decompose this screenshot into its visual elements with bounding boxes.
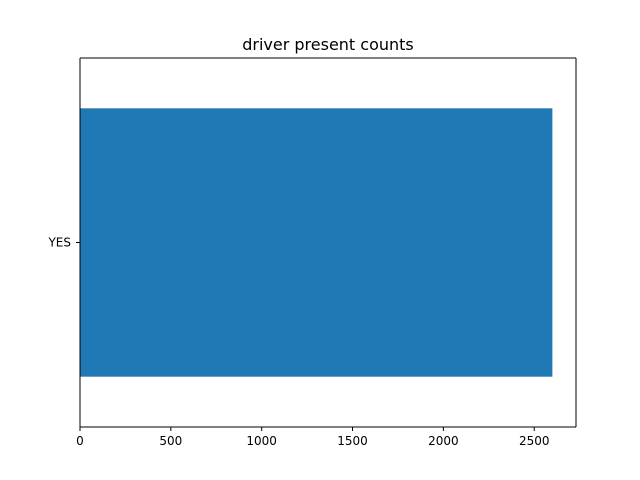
- x-tick-label: 2000: [428, 434, 459, 448]
- y-tick-label: YES: [47, 236, 71, 250]
- y-axis-ticks: YES: [47, 236, 80, 250]
- x-tick-label: 2500: [519, 434, 550, 448]
- x-tick-label: 500: [159, 434, 182, 448]
- x-tick-label: 1500: [337, 434, 368, 448]
- bars-layer: [80, 108, 553, 377]
- chart-title: driver present counts: [242, 35, 414, 54]
- x-tick-label: 1000: [246, 434, 277, 448]
- bar-yes: [80, 108, 553, 377]
- x-tick-label: 0: [76, 434, 84, 448]
- x-axis-ticks: 0 500 1000 1500 2000 2500: [76, 427, 549, 448]
